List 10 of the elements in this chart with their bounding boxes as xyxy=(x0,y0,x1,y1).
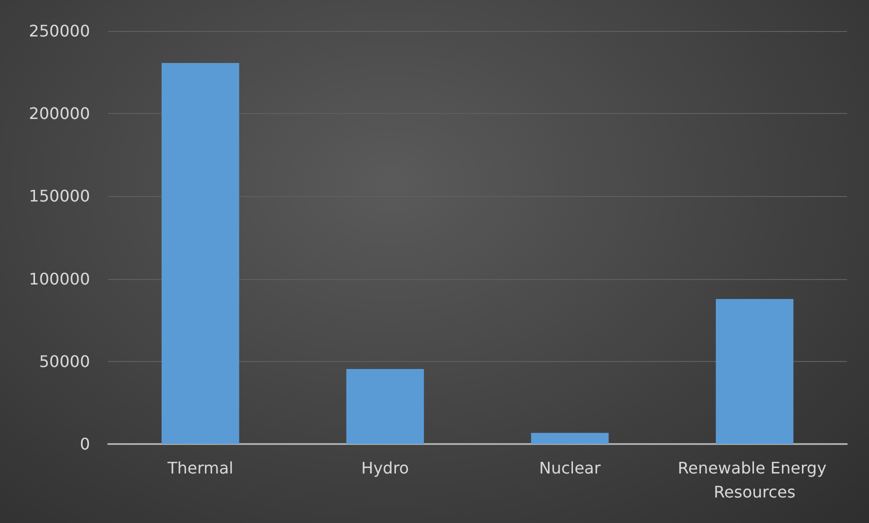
x-tick-label: Thermal xyxy=(166,458,234,478)
y-tick-label: 250000 xyxy=(28,22,90,40)
x-tick-label: Renewable Energy Resources xyxy=(678,458,832,502)
y-tick-label: 0 xyxy=(80,434,90,454)
y-tick-label: 50000 xyxy=(39,352,90,371)
x-tick-label: Nuclear xyxy=(539,458,602,478)
y-tick-label: 200000 xyxy=(28,104,90,124)
x-tick-label: Hydro xyxy=(361,458,409,478)
y-tick-label: 150000 xyxy=(28,186,90,206)
y-tick-label: 100000 xyxy=(28,269,90,288)
